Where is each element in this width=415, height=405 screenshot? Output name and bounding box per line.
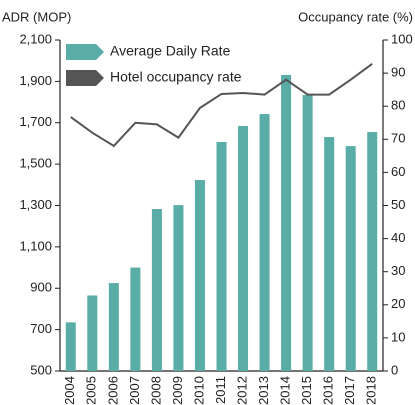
bar xyxy=(216,141,227,371)
x-tick-label: 2006 xyxy=(105,376,120,405)
y2-tick-label: 30 xyxy=(391,263,405,278)
bar xyxy=(324,137,335,371)
x-tick-label: 2014 xyxy=(278,376,293,405)
bar xyxy=(65,322,76,371)
x-tick-label: 2011 xyxy=(213,376,228,404)
y-tick-label: 2,100 xyxy=(19,31,52,46)
y-tick-label: 1,900 xyxy=(19,73,52,88)
y-tick-label: 1,300 xyxy=(19,197,52,212)
bar xyxy=(238,126,249,371)
bar xyxy=(194,180,205,371)
y2-tick-label: 0 xyxy=(391,362,398,377)
x-tick-label: 2004 xyxy=(62,376,77,405)
legend-marker xyxy=(66,70,104,86)
y2-tick-label: 70 xyxy=(391,131,405,146)
x-tick-label: 2018 xyxy=(364,376,379,405)
y2-tick-label: 20 xyxy=(391,296,405,311)
x-tick-label: 2010 xyxy=(191,376,206,405)
y2-tick-label: 50 xyxy=(391,197,405,212)
y2-tick-label: 90 xyxy=(391,65,405,80)
bar xyxy=(281,74,292,371)
x-tick-label: 2005 xyxy=(84,376,99,405)
legend-marker xyxy=(66,44,104,60)
line xyxy=(70,63,373,148)
y-tick-label: 1,500 xyxy=(19,156,52,171)
bar xyxy=(345,146,356,371)
bar xyxy=(108,283,119,371)
x-tick-label: 2013 xyxy=(256,376,271,405)
legend-label: Hotel occupancy rate xyxy=(110,69,242,85)
bar xyxy=(302,95,313,371)
bar xyxy=(130,267,141,371)
y2-tick-label: 80 xyxy=(391,98,405,113)
y-axis-title: ADR (MOP) xyxy=(2,9,71,24)
bar xyxy=(173,205,184,371)
bar xyxy=(367,132,378,371)
x-tick-label: 2007 xyxy=(127,376,142,405)
bar xyxy=(87,295,98,371)
y2-tick-label: 60 xyxy=(391,164,405,179)
y2-axis-title: Occupancy rate (%) xyxy=(298,9,413,24)
y-tick-label: 900 xyxy=(30,280,52,295)
y2-tick-label: 100 xyxy=(391,31,413,46)
y-tick-label: 500 xyxy=(30,362,52,377)
y2-tick-label: 10 xyxy=(391,329,405,344)
y-tick-label: 1,700 xyxy=(19,114,52,129)
legend-label: Average Daily Rate xyxy=(110,43,231,59)
x-tick-label: 2012 xyxy=(234,376,249,405)
y2-tick-label: 40 xyxy=(391,230,405,245)
x-tick-label: 2016 xyxy=(321,376,336,405)
x-tick-label: 2008 xyxy=(148,376,163,405)
x-tick-label: 2009 xyxy=(170,376,185,405)
x-tick-label: 2017 xyxy=(342,376,357,405)
x-tick-label: 2015 xyxy=(299,376,314,405)
y-tick-label: 1,100 xyxy=(19,238,52,253)
bar xyxy=(151,209,162,371)
y-tick-label: 700 xyxy=(30,321,52,336)
bar xyxy=(259,114,270,371)
